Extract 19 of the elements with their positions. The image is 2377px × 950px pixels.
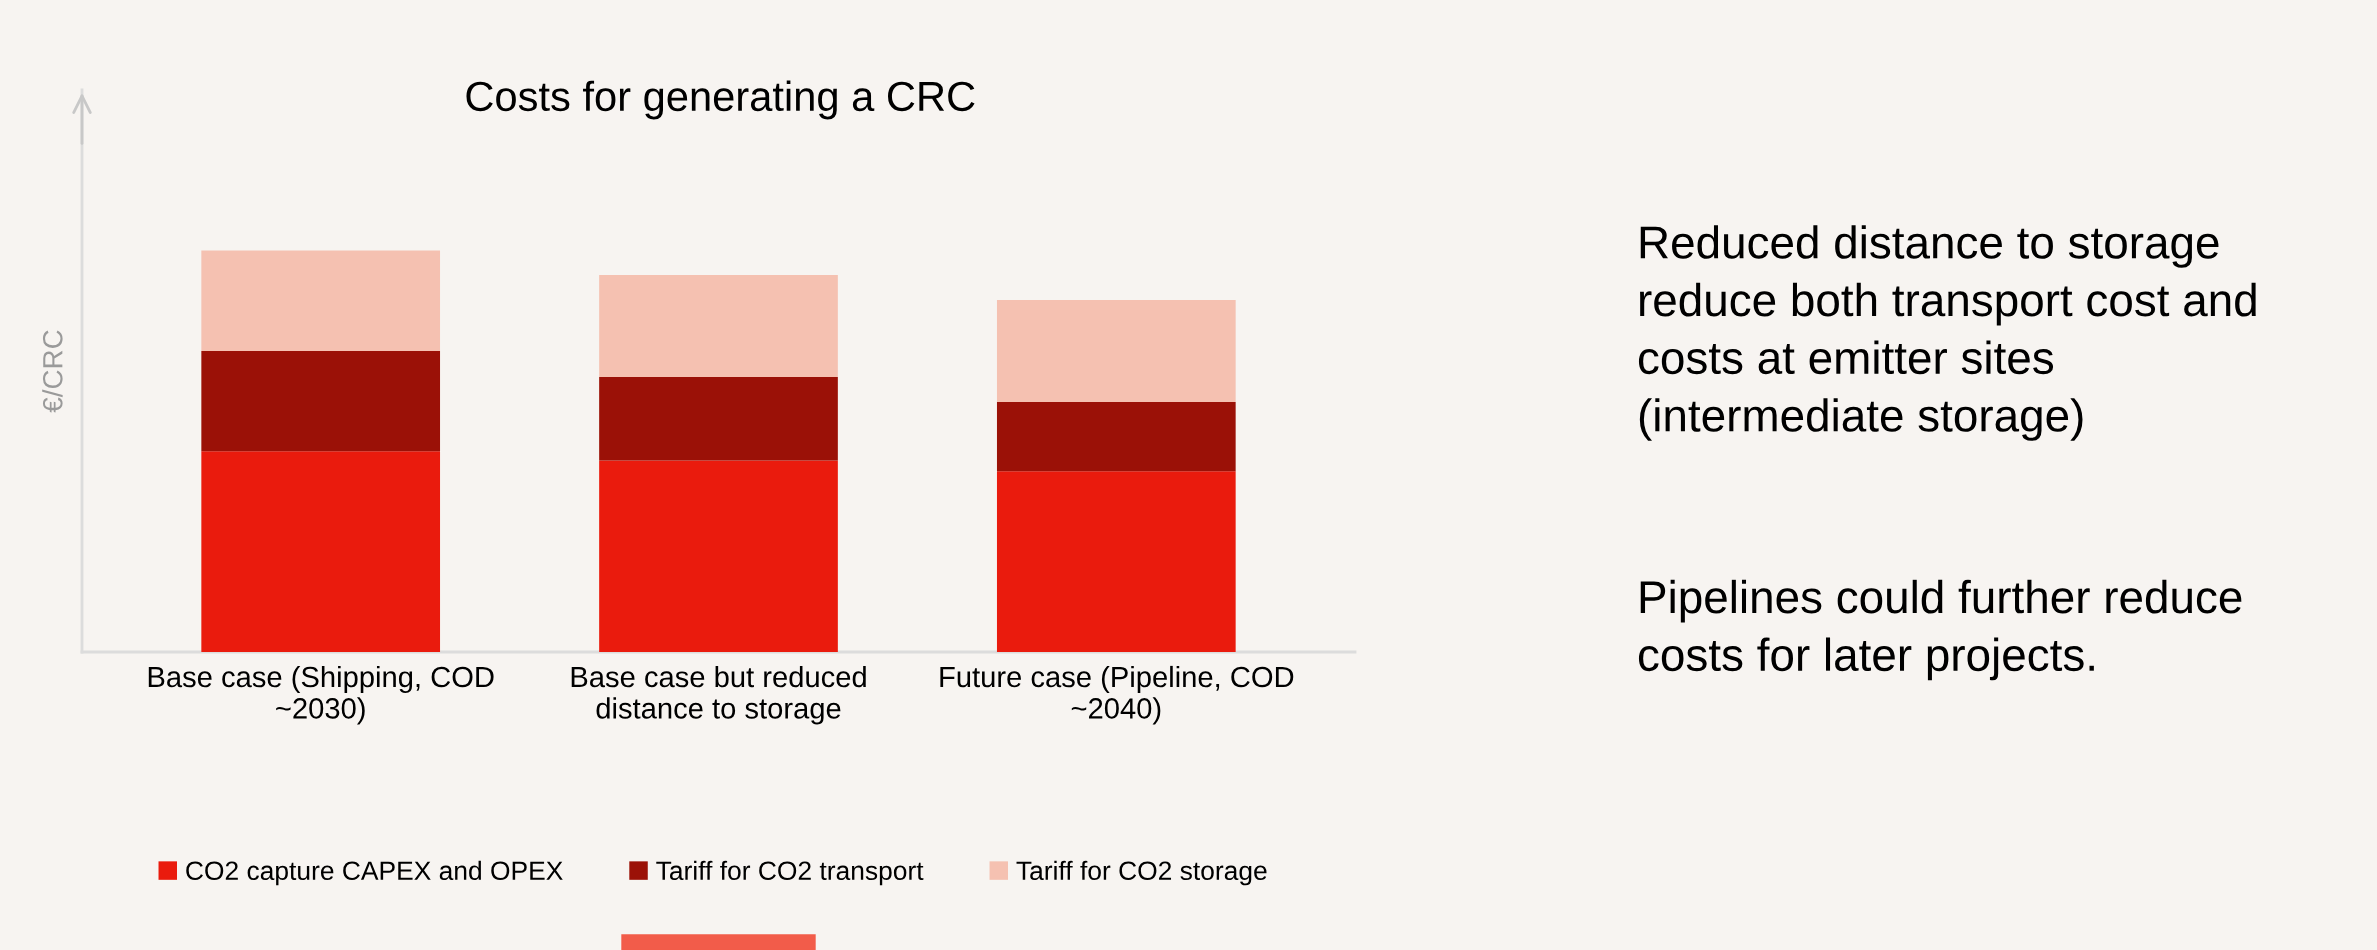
- bar: [201, 350, 441, 452]
- bar: [996, 299, 1236, 402]
- bar: [996, 401, 1236, 472]
- bar: [996, 471, 1236, 652]
- x-tick-label: Base case but reduced distance to storage: [571, 665, 866, 725]
- text: Reduced distance to storage reduce both transport cost and costs at emitter sites (intermediate storage): [1638, 225, 2256, 441]
- chart-title: Costs for generating a CRC: [466, 80, 975, 120]
- bar: [201, 250, 441, 351]
- bar: [201, 451, 441, 652]
- x-tick-label: Future case (Pipeline, COD ~2040): [940, 665, 1294, 725]
- legend-label: CO2 capture CAPEX and OPEX: [186, 860, 563, 886]
- legend-label: Tariff for CO2 transport: [656, 860, 924, 886]
- bar: [599, 275, 838, 378]
- text: Pipelines could further reduce costs for later projects.: [1638, 579, 2242, 681]
- x-tick-label: Base case (Shipping, COD ~2030): [148, 665, 494, 725]
- y-axis-title: €/CRC: [42, 330, 63, 413]
- bar: [599, 377, 838, 461]
- legend-label: Tariff for CO2 storage: [1016, 860, 1267, 886]
- bar: [599, 460, 838, 652]
